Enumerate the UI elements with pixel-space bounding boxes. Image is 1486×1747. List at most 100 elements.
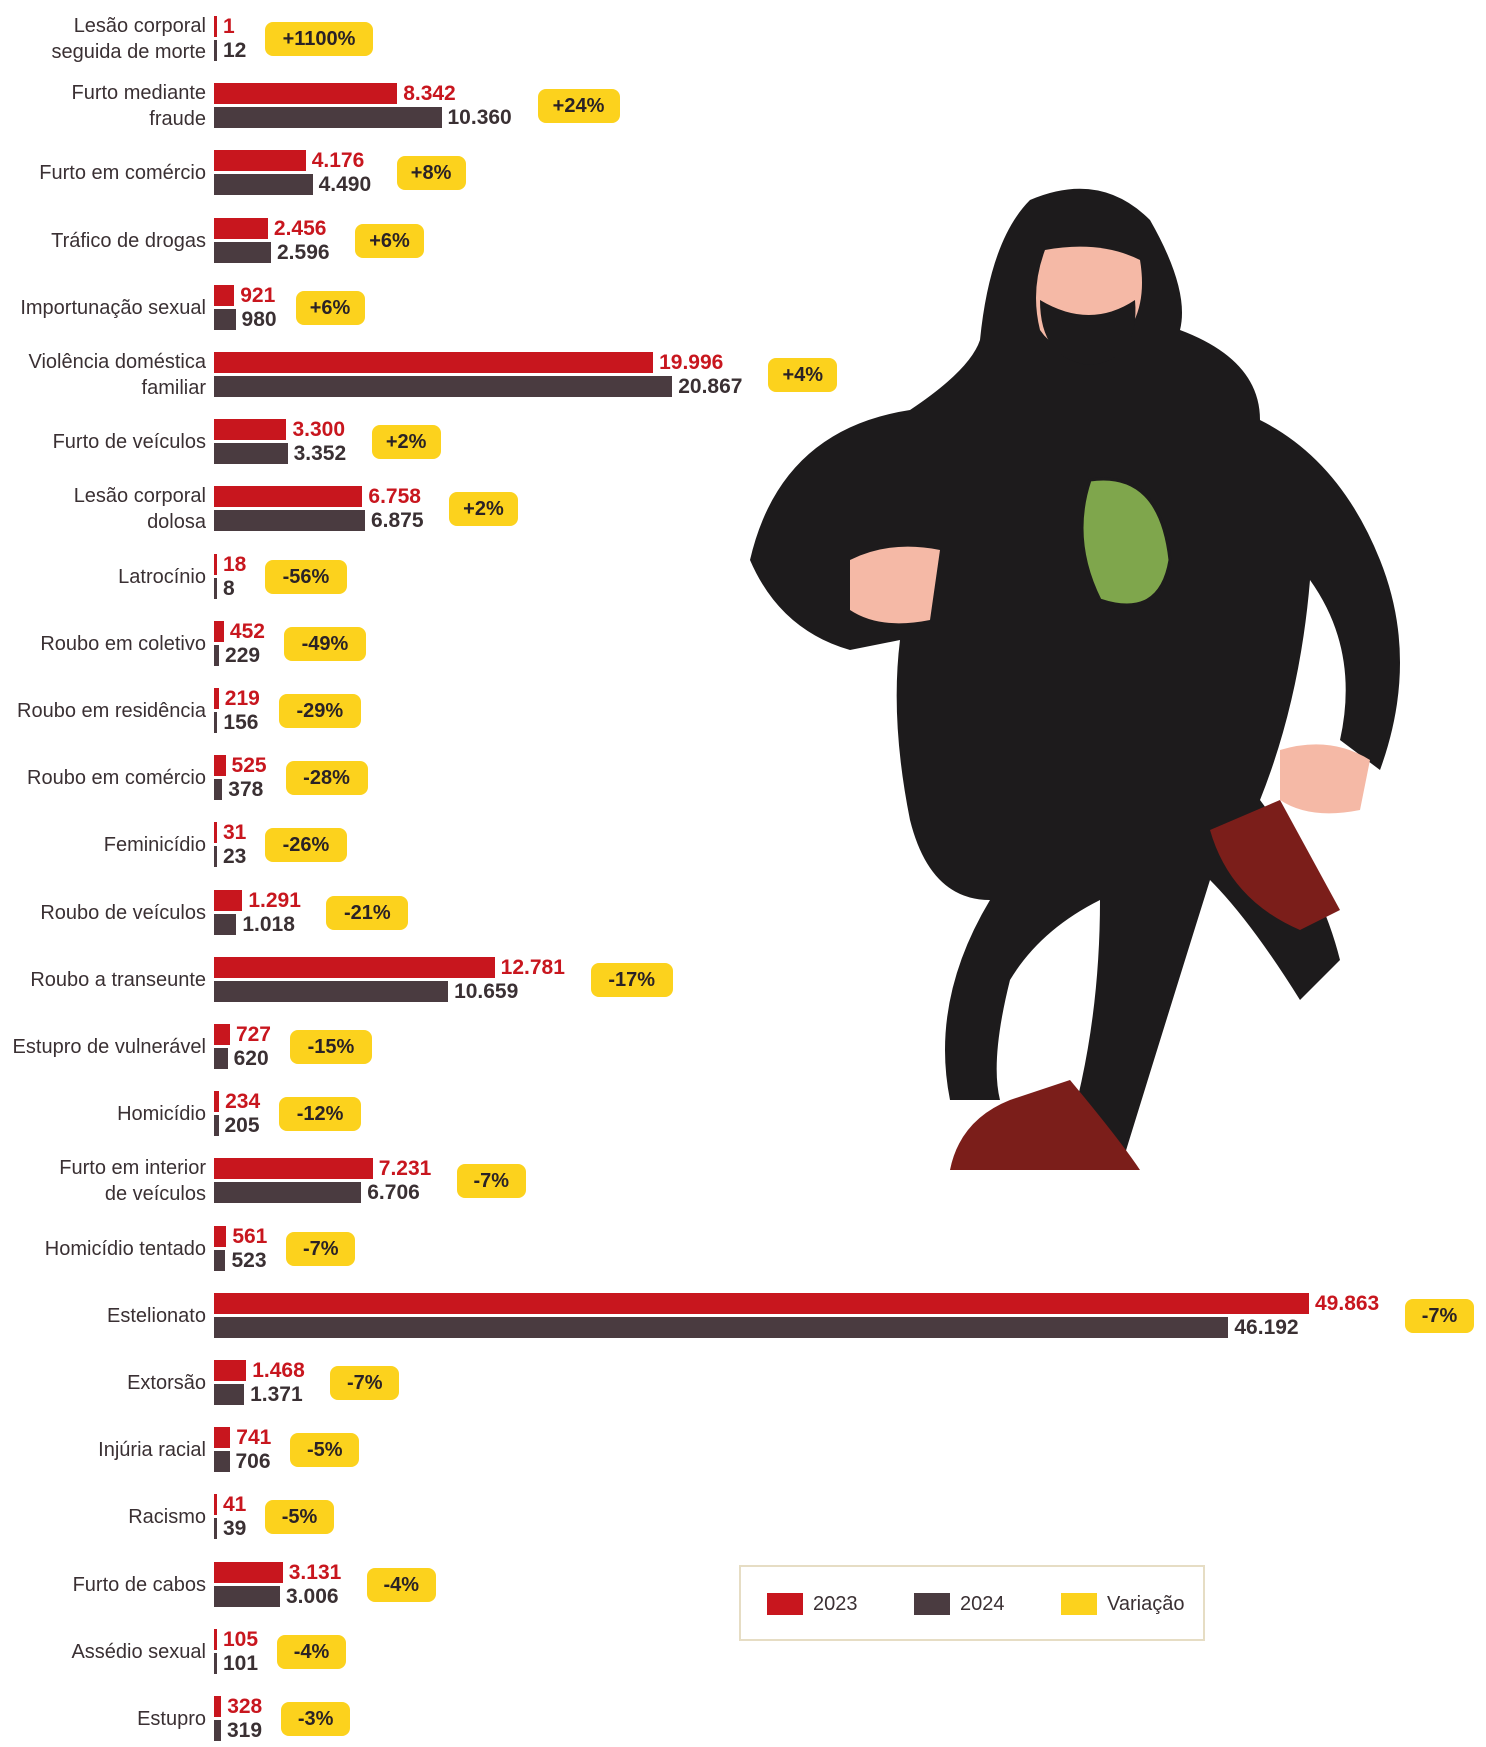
bar	[214, 1115, 219, 1137]
value-label: 741	[236, 1426, 272, 1450]
bar	[214, 620, 224, 642]
value-label: 1.291	[248, 888, 301, 912]
category-label: Lesão corporal seguida de morte	[51, 15, 206, 63]
bar	[214, 1316, 1229, 1338]
bar	[214, 779, 223, 801]
value-label: 620	[233, 1047, 269, 1070]
value-label: 20.867	[678, 375, 743, 398]
bar	[214, 1024, 230, 1045]
value-label: 105	[223, 1627, 259, 1651]
category-label: Homicídio tentado	[44, 1237, 206, 1260]
bar	[214, 241, 271, 263]
category-label: Furto em comércio	[39, 162, 206, 185]
variation-badge: +24%	[537, 89, 620, 124]
legend-item: 2023	[767, 1593, 858, 1615]
value-label: 1.468	[252, 1359, 305, 1382]
hand-right	[1280, 744, 1370, 814]
value-label: 525	[231, 754, 267, 778]
value-label: 156	[223, 711, 259, 734]
bar	[214, 1384, 245, 1405]
value-label: 319	[227, 1719, 263, 1742]
value-label: 523	[231, 1248, 267, 1272]
value-label: 19.996	[659, 351, 724, 374]
value-label: 12	[223, 39, 247, 62]
value-label: 46.192	[1234, 1315, 1299, 1339]
variation-badge: -56%	[265, 559, 347, 594]
category-label: Roubo em residência	[17, 700, 206, 722]
variation-badge: -5%	[265, 1500, 334, 1535]
category-label: Furto de veículos	[52, 431, 206, 454]
bar	[214, 376, 673, 397]
legend-swatch	[1061, 1593, 1097, 1615]
value-label: 3.006	[286, 1584, 339, 1608]
category-label: Violência doméstica familiar	[28, 351, 206, 399]
variation-badge: -28%	[285, 761, 368, 796]
value-label: 8	[223, 576, 235, 600]
variation-badge: +4%	[768, 358, 838, 392]
category-label: Roubo a transeunte	[30, 968, 206, 991]
bar	[214, 1720, 221, 1741]
value-label: 219	[224, 687, 260, 710]
value-label: 3.352	[293, 442, 347, 466]
variation-badge: -12%	[279, 1097, 362, 1132]
bar	[214, 1360, 247, 1381]
value-label: 1	[223, 15, 235, 38]
category-label: Tráfico de drogas	[51, 229, 206, 252]
bar	[214, 1427, 231, 1449]
bar	[214, 1585, 280, 1607]
legend-label: 2024	[960, 1592, 1005, 1615]
beard	[1040, 300, 1136, 365]
bar	[214, 1696, 222, 1717]
variation-badge: +6%	[295, 290, 365, 325]
bar	[214, 1249, 226, 1271]
bar	[214, 40, 217, 61]
variation-badge: -7%	[286, 1231, 356, 1266]
thief-illustration	[750, 188, 1400, 1170]
shoe-front	[950, 1080, 1140, 1170]
variation-badge: -7%	[456, 1164, 526, 1199]
value-label: 2.456	[273, 216, 327, 240]
bar	[214, 174, 313, 196]
body	[750, 188, 1400, 1170]
bar	[214, 217, 268, 239]
variation-badge: -29%	[278, 694, 361, 728]
value-label: 12.781	[500, 955, 565, 979]
variation-badge: +2%	[371, 425, 441, 460]
value-label: 727	[235, 1023, 271, 1046]
variation-badge: -21%	[326, 895, 409, 930]
bar	[214, 107, 442, 129]
bar	[214, 1561, 283, 1583]
value-label: 23	[223, 845, 247, 869]
bar	[214, 1652, 217, 1674]
bar	[214, 1518, 217, 1540]
bar	[214, 443, 288, 465]
bar	[214, 822, 217, 844]
value-label: 10.659	[454, 979, 519, 1003]
bar	[214, 577, 217, 599]
bar	[214, 712, 218, 733]
value-label: 41	[223, 1493, 247, 1517]
value-label: 39	[223, 1517, 247, 1541]
value-label: 706	[235, 1450, 271, 1474]
category-label: Estupro de vulnerável	[12, 1036, 206, 1058]
legend-swatch	[767, 1593, 803, 1615]
value-label: 4.176	[311, 149, 365, 173]
value-label: 3.300	[292, 418, 346, 442]
category-label: Injúria racial	[98, 1439, 206, 1462]
value-label: 10.360	[447, 106, 512, 130]
legend-item: Variação	[1061, 1593, 1184, 1615]
bar	[214, 83, 398, 105]
value-label: 452	[229, 619, 265, 643]
shoe-back	[1210, 800, 1340, 930]
variation-badge: +8%	[396, 156, 466, 191]
category-label: Roubo de veículos	[40, 901, 206, 924]
category-label: Roubo em coletivo	[40, 632, 206, 655]
category-label: Furto mediante fraude	[71, 82, 206, 131]
legend-label: 2023	[813, 1592, 858, 1615]
bar	[214, 846, 217, 868]
variation-badge: -26%	[265, 828, 347, 863]
bar	[214, 980, 449, 1002]
bar	[214, 1091, 220, 1113]
bar	[214, 688, 219, 709]
